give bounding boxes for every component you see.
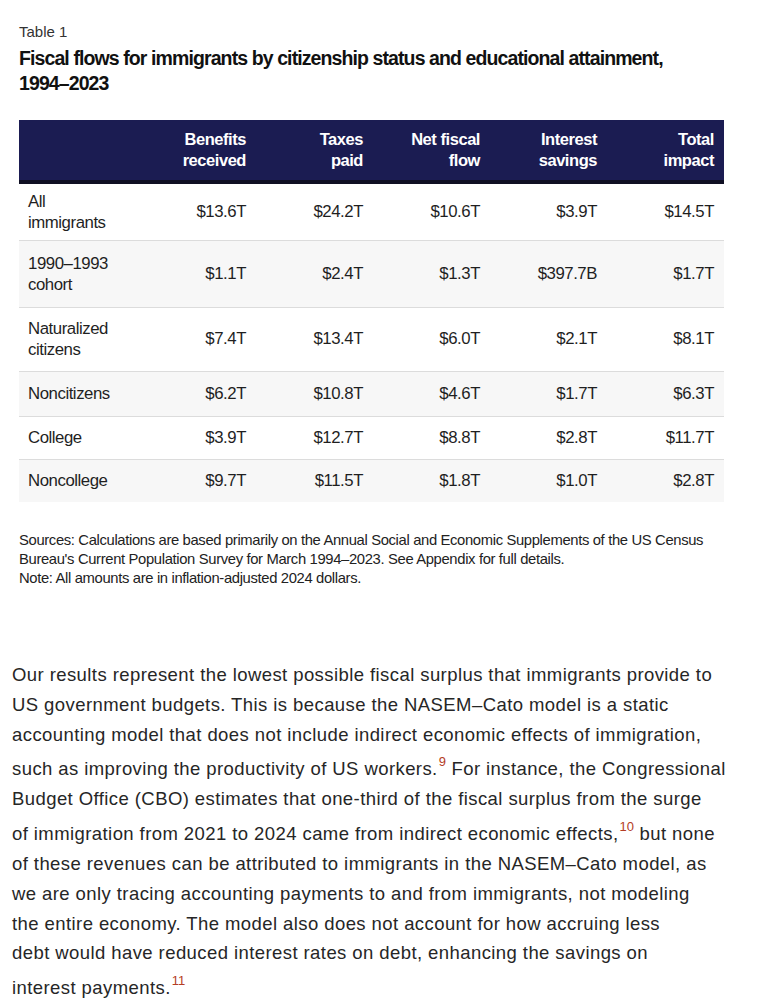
column-header-total: Totalimpact bbox=[607, 120, 724, 182]
paragraph-text: we are only tracing accounting payments … bbox=[12, 883, 690, 904]
cell-value: $11.5T bbox=[256, 459, 373, 502]
paragraph-line: the entire economy. The model also does … bbox=[12, 909, 726, 939]
footnote-ref-10[interactable]: 10 bbox=[620, 819, 634, 834]
row-label: Noncitizens bbox=[19, 371, 123, 416]
cell-value: $3.9T bbox=[123, 416, 256, 459]
cell-value: $1.3T bbox=[373, 240, 490, 307]
table-row: Noncitizens$6.2T$10.8T$4.6T$1.7T$6.3T bbox=[19, 371, 724, 416]
paragraph-text: accounting model that does not include i… bbox=[12, 724, 701, 745]
cell-value: $397.7B bbox=[490, 240, 607, 307]
cell-value: $1.7T bbox=[490, 371, 607, 416]
row-label: 1990–1993 cohort bbox=[19, 240, 123, 307]
column-header-benefits: Benefitsreceived bbox=[123, 120, 256, 182]
table-row: Noncollege$9.7T$11.5T$1.8T$1.0T$2.8T bbox=[19, 459, 724, 502]
row-label: College bbox=[19, 416, 123, 459]
row-label: Noncollege bbox=[19, 459, 123, 502]
fiscal-flows-table: BenefitsreceivedTaxespaidNet fiscalflowI… bbox=[19, 120, 724, 502]
paragraph-text: of these revenues can be attributed to i… bbox=[12, 853, 707, 874]
paragraph-text: of immigration from 2021 to 2024 came fr… bbox=[12, 823, 619, 844]
paragraph-line: US government budgets. This is because t… bbox=[12, 690, 726, 720]
table-body: All immigrants$13.6T$24.2T$10.6T$3.9T$14… bbox=[19, 182, 724, 502]
paragraph-text: Budget Office (CBO) estimates that one-t… bbox=[12, 788, 702, 809]
table-row: All immigrants$13.6T$24.2T$10.6T$3.9T$14… bbox=[19, 182, 724, 240]
paragraph-line: we are only tracing accounting payments … bbox=[12, 879, 726, 909]
paragraph-text: but none bbox=[634, 823, 715, 844]
cell-value: $1.0T bbox=[490, 459, 607, 502]
paragraph-line: Budget Office (CBO) estimates that one-t… bbox=[12, 784, 726, 814]
table-row: 1990–1993 cohort$1.1T$2.4T$1.3T$397.7B$1… bbox=[19, 240, 724, 307]
sources-line: Sources: Calculations are based primaril… bbox=[19, 531, 703, 550]
header-corner-cell bbox=[19, 120, 123, 182]
cell-value: $6.3T bbox=[607, 371, 724, 416]
paragraph-text: the entire economy. The model also does … bbox=[12, 913, 660, 934]
cell-value: $10.8T bbox=[256, 371, 373, 416]
paragraph-line: of these revenues can be attributed to i… bbox=[12, 849, 726, 879]
row-label: All immigrants bbox=[19, 182, 123, 240]
note-text: Note: All amounts are in inflation-adjus… bbox=[19, 569, 703, 588]
table-number-label: Table 1 bbox=[19, 23, 67, 40]
cell-value: $1.7T bbox=[607, 240, 724, 307]
sources-line: Bureau's Current Population Survey for M… bbox=[19, 550, 703, 569]
cell-value: $13.6T bbox=[123, 182, 256, 240]
paragraph-text: such as improving the productivity of US… bbox=[12, 759, 438, 780]
cell-value: $11.7T bbox=[607, 416, 724, 459]
paragraph-line: interest payments.11 bbox=[12, 968, 726, 1000]
paragraph-text: Our results represent the lowest possibl… bbox=[12, 664, 712, 685]
table-header: BenefitsreceivedTaxespaidNet fiscalflowI… bbox=[19, 120, 724, 182]
paragraph-line: debt would have reduced interest rates o… bbox=[12, 938, 726, 968]
cell-value: $4.6T bbox=[373, 371, 490, 416]
cell-value: $1.1T bbox=[123, 240, 256, 307]
cell-value: $6.2T bbox=[123, 371, 256, 416]
page: Table 1 Fiscal flows for immigrants by c… bbox=[0, 0, 780, 1000]
cell-value: $9.7T bbox=[123, 459, 256, 502]
paragraph-line: accounting model that does not include i… bbox=[12, 720, 726, 750]
cell-value: $2.8T bbox=[490, 416, 607, 459]
cell-value: $7.4T bbox=[123, 307, 256, 371]
cell-value: $8.8T bbox=[373, 416, 490, 459]
table-row: College$3.9T$12.7T$8.8T$2.8T$11.7T bbox=[19, 416, 724, 459]
cell-value: $14.5T bbox=[607, 182, 724, 240]
row-label: Naturalized citizens bbox=[19, 307, 123, 371]
cell-value: $1.8T bbox=[373, 459, 490, 502]
cell-value: $8.1T bbox=[607, 307, 724, 371]
paragraph-line: such as improving the productivity of US… bbox=[12, 749, 726, 784]
column-header-net-fiscal: Net fiscalflow bbox=[373, 120, 490, 182]
column-header-interest: Interestsavings bbox=[490, 120, 607, 182]
paragraph-line: of immigration from 2021 to 2024 came fr… bbox=[12, 814, 726, 849]
footnote-ref-11[interactable]: 11 bbox=[172, 973, 186, 988]
paragraph-text: For instance, the Congressional bbox=[446, 759, 726, 780]
footnote-ref-9[interactable]: 9 bbox=[439, 754, 446, 769]
body-paragraph: Our results represent the lowest possibl… bbox=[12, 660, 726, 1000]
table-title: Fiscal flows for immigrants by citizensh… bbox=[19, 46, 663, 96]
cell-value: $10.6T bbox=[373, 182, 490, 240]
column-header-taxes: Taxespaid bbox=[256, 120, 373, 182]
cell-value: $3.9T bbox=[490, 182, 607, 240]
cell-value: $24.2T bbox=[256, 182, 373, 240]
paragraph-text: debt would have reduced interest rates o… bbox=[12, 942, 648, 963]
cell-value: $6.0T bbox=[373, 307, 490, 371]
table-row: Naturalized citizens$7.4T$13.4T$6.0T$2.1… bbox=[19, 307, 724, 371]
cell-value: $13.4T bbox=[256, 307, 373, 371]
paragraph-line: Our results represent the lowest possibl… bbox=[12, 660, 726, 690]
table-title-line2: 1994–2023 bbox=[19, 71, 663, 96]
table-title-line1: Fiscal flows for immigrants by citizensh… bbox=[19, 46, 663, 71]
cell-value: $2.4T bbox=[256, 240, 373, 307]
cell-value: $2.1T bbox=[490, 307, 607, 371]
cell-value: $2.8T bbox=[607, 459, 724, 502]
table-header-row: BenefitsreceivedTaxespaidNet fiscalflowI… bbox=[19, 120, 724, 182]
table-notes: Sources: Calculations are based primaril… bbox=[19, 531, 703, 587]
sources-text: Sources: Calculations are based primaril… bbox=[19, 531, 703, 569]
paragraph-text: interest payments. bbox=[12, 977, 171, 998]
paragraph-text: US government budgets. This is because t… bbox=[12, 694, 669, 715]
cell-value: $12.7T bbox=[256, 416, 373, 459]
